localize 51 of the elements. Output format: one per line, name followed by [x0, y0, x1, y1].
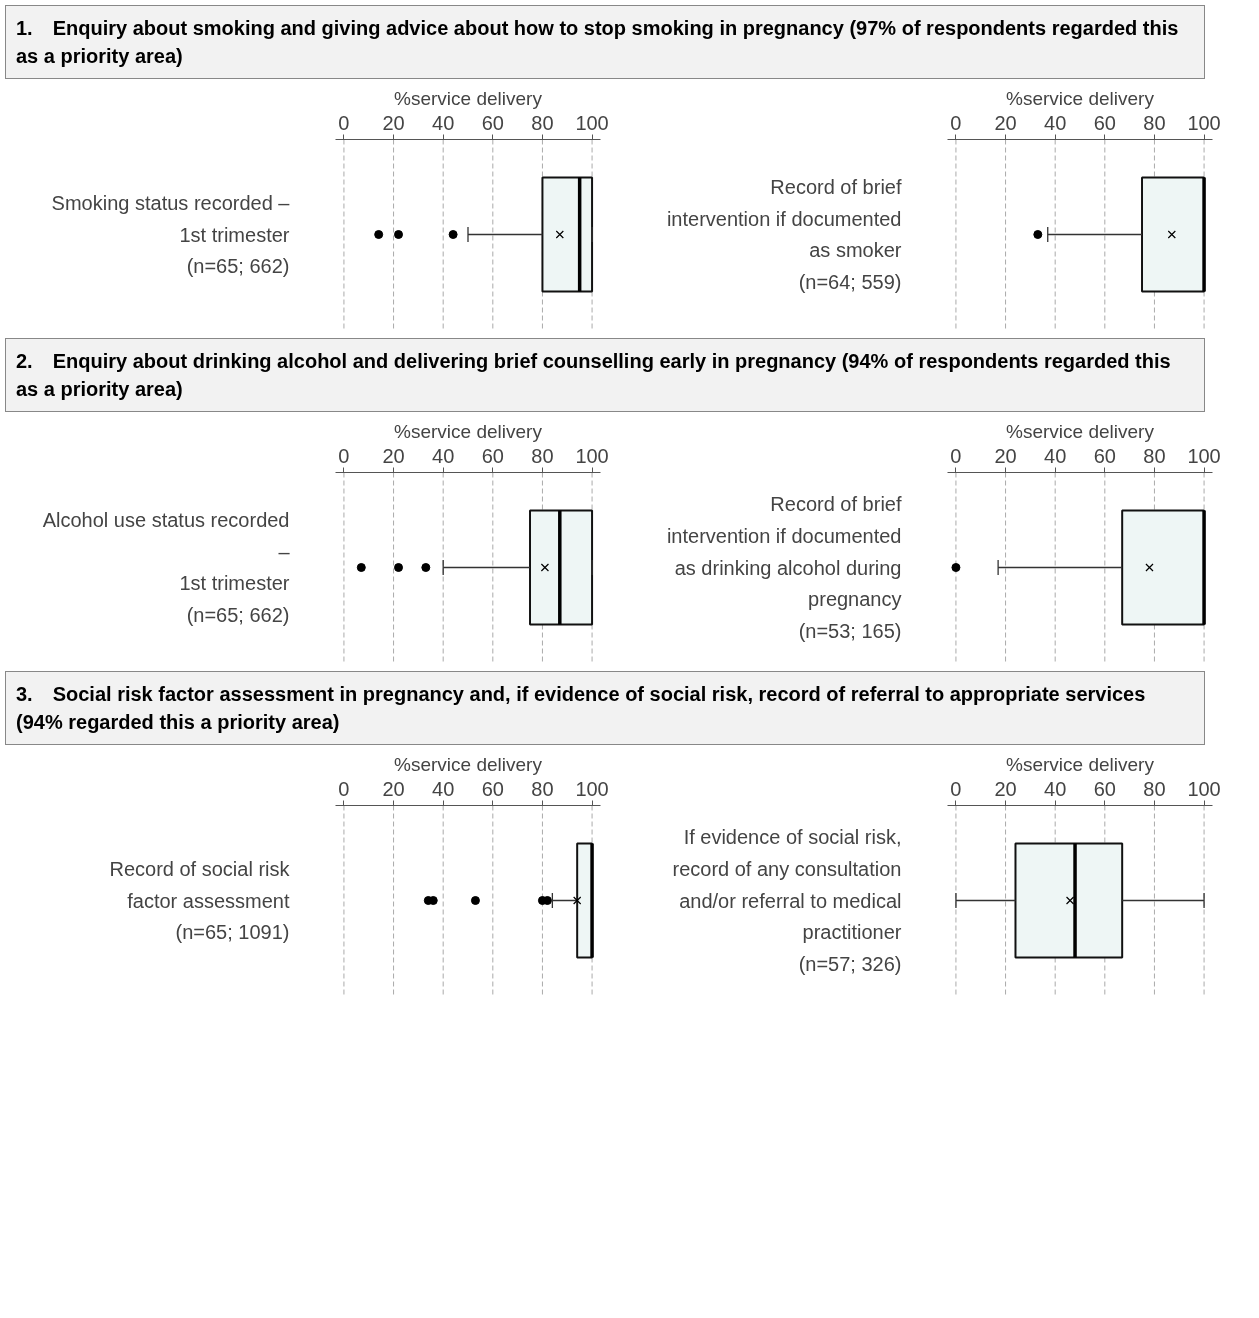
x-axis-title: %service delivery [394, 753, 543, 775]
x-axis-title: %service delivery [1006, 420, 1155, 442]
x-tick-label: 100 [1187, 111, 1221, 134]
x-tick-label: 20 [382, 111, 405, 134]
x-tick-label: 100 [1187, 444, 1221, 467]
x-tick-label: 40 [432, 111, 455, 134]
x-tick-label: 0 [338, 444, 350, 467]
y-tick-label: Smoking status recorded – 1st trimester (n=65; 662) [51, 191, 291, 278]
x-tick-label: 80 [531, 111, 554, 134]
x-tick-label: 60 [1093, 777, 1116, 800]
x-tick-label: 0 [950, 777, 962, 800]
x-tick-label: 60 [481, 111, 504, 134]
chart-title: 2. Enquiry about drinking alcohol and delivering brief counselling early in pregnancy (94% of respondents regarded this as a priority area) [16, 349, 1172, 402]
x-tick-label: 0 [950, 111, 962, 134]
x-tick-label: 40 [432, 444, 455, 467]
y-tick-label: If evidence of social risk, record of any consultation and/or referral to medical practitioner (n=57; 326) [672, 825, 902, 976]
x-tick-label: 0 [338, 111, 350, 134]
x-tick-label: 60 [1093, 111, 1116, 134]
x-axis-title: %service delivery [394, 420, 543, 442]
y-tick-label: Record of brief intervention if documented as drinking alcohol during pregnancy (n=53; 165) [666, 492, 902, 643]
x-tick-label: 80 [531, 777, 554, 800]
x-axis-title: %service delivery [1006, 753, 1155, 775]
x-tick-label: 0 [338, 777, 350, 800]
x-tick-label: 20 [382, 777, 405, 800]
x-tick-label: 80 [531, 444, 554, 467]
x-tick-label: 40 [1044, 777, 1067, 800]
x-tick-label: 20 [994, 111, 1017, 134]
x-tick-label: 60 [1093, 444, 1116, 467]
x-axis-title: %service delivery [1006, 87, 1155, 109]
chart-title: 1. Enquiry about smoking and giving advice about how to stop smoking in pregnancy (97% of respondents regarded this as a priority area) [16, 16, 1180, 69]
x-tick-label: 100 [575, 777, 609, 800]
x-tick-label: 80 [1143, 777, 1166, 800]
chart-title: 3. Social risk factor assessment in pregnancy and, if evidence of social risk, record of referral to appropriate services (94% regarded this a priority area) [16, 682, 1147, 735]
x-tick-label: 40 [1044, 444, 1067, 467]
y-tick-label: Alcohol use status recorded – 1st trimester (n=65; 662) [42, 508, 291, 627]
x-tick-label: 0 [950, 444, 962, 467]
x-tick-label: 60 [481, 777, 504, 800]
y-tick-label: Record of brief intervention if documented as smoker (n=64; 559) [666, 175, 902, 294]
x-tick-label: 40 [432, 777, 455, 800]
y-tick-label: Record of social risk factor assessment (n=65; 1091) [109, 857, 291, 944]
x-tick-label: 60 [481, 444, 504, 467]
x-tick-label: 20 [994, 777, 1017, 800]
x-tick-label: 100 [575, 444, 609, 467]
x-tick-label: 100 [1187, 777, 1221, 800]
x-tick-label: 80 [1143, 444, 1166, 467]
x-axis-title: %service delivery [394, 87, 543, 109]
x-tick-label: 20 [382, 444, 405, 467]
x-tick-label: 80 [1143, 111, 1166, 134]
x-tick-label: 100 [575, 111, 609, 134]
x-tick-label: 20 [994, 444, 1017, 467]
x-tick-label: 40 [1044, 111, 1067, 134]
